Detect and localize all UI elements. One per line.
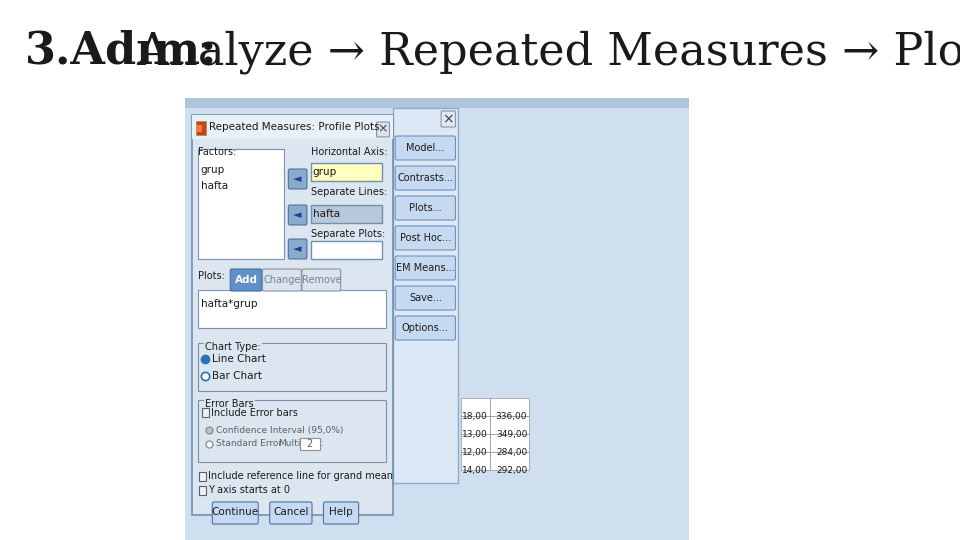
Text: Line Chart: Line Chart xyxy=(211,354,266,364)
FancyBboxPatch shape xyxy=(212,502,258,524)
Bar xyxy=(198,290,386,328)
Text: Plots:: Plots: xyxy=(198,271,225,281)
Text: hafta*grup: hafta*grup xyxy=(201,299,257,309)
Text: Error Bars: Error Bars xyxy=(205,399,253,409)
Bar xyxy=(490,416,529,434)
Text: Change: Change xyxy=(263,275,300,285)
Bar xyxy=(490,398,529,416)
Text: 284,00: 284,00 xyxy=(496,448,527,456)
Bar xyxy=(185,98,688,108)
Bar xyxy=(490,452,529,470)
FancyBboxPatch shape xyxy=(396,166,455,190)
Bar xyxy=(311,241,382,259)
FancyBboxPatch shape xyxy=(230,269,262,291)
Text: Y axis starts at 0: Y axis starts at 0 xyxy=(208,485,290,495)
Bar xyxy=(196,121,205,135)
FancyBboxPatch shape xyxy=(270,502,312,524)
Bar xyxy=(200,472,205,481)
Text: Horizontal Axis:: Horizontal Axis: xyxy=(311,147,387,157)
Bar xyxy=(300,438,320,450)
Bar xyxy=(461,452,490,470)
Text: Plots...: Plots... xyxy=(409,203,442,213)
FancyBboxPatch shape xyxy=(288,169,307,189)
Text: Help: Help xyxy=(329,507,353,517)
Text: Chart Type:: Chart Type: xyxy=(205,342,261,352)
Text: hafta: hafta xyxy=(313,209,340,219)
Text: Post Hoc...: Post Hoc... xyxy=(399,233,451,243)
Text: Cancel: Cancel xyxy=(273,507,308,517)
Bar xyxy=(393,108,458,483)
Text: 13,00: 13,00 xyxy=(462,429,488,438)
Text: Add: Add xyxy=(234,275,257,285)
Text: Options...: Options... xyxy=(402,323,448,333)
Bar xyxy=(200,486,205,495)
FancyBboxPatch shape xyxy=(324,502,359,524)
FancyBboxPatch shape xyxy=(198,400,386,462)
FancyBboxPatch shape xyxy=(396,286,455,310)
Text: Separate Lines:: Separate Lines: xyxy=(311,187,387,197)
FancyBboxPatch shape xyxy=(396,226,455,250)
Text: 14,00: 14,00 xyxy=(462,465,488,475)
Text: Include Error bars: Include Error bars xyxy=(211,408,298,418)
Text: hafta: hafta xyxy=(201,181,228,191)
Text: 2: 2 xyxy=(307,439,313,449)
Bar xyxy=(192,115,393,139)
Text: ◄: ◄ xyxy=(294,210,301,220)
FancyBboxPatch shape xyxy=(396,196,455,220)
Text: Continue: Continue xyxy=(212,507,259,517)
Bar xyxy=(203,408,208,417)
Text: ×: × xyxy=(378,123,388,136)
Bar xyxy=(197,125,202,132)
Text: 18,00: 18,00 xyxy=(462,411,488,421)
Text: Save...: Save... xyxy=(409,293,442,303)
Bar xyxy=(461,434,490,452)
Text: Multiplier:: Multiplier: xyxy=(278,440,324,449)
Text: 12,00: 12,00 xyxy=(462,448,488,456)
Text: grup: grup xyxy=(313,167,337,177)
Text: Factors:: Factors: xyxy=(198,147,236,157)
Bar xyxy=(311,205,382,223)
Text: 349,00: 349,00 xyxy=(495,429,527,438)
FancyBboxPatch shape xyxy=(302,269,341,291)
Text: Separate Plots:: Separate Plots: xyxy=(311,229,385,239)
Text: EM Means...: EM Means... xyxy=(396,263,455,273)
Text: Analyze → Repeated Measures → Plots: Analyze → Repeated Measures → Plots xyxy=(124,30,960,73)
FancyBboxPatch shape xyxy=(288,239,307,259)
FancyBboxPatch shape xyxy=(192,115,393,515)
Text: Contrasts...: Contrasts... xyxy=(397,173,453,183)
Text: ×: × xyxy=(443,112,454,126)
Bar xyxy=(461,416,490,434)
Text: Repeated Measures: Profile Plots: Repeated Measures: Profile Plots xyxy=(208,122,379,132)
Text: 336,00: 336,00 xyxy=(495,411,527,421)
Bar xyxy=(198,149,284,259)
FancyBboxPatch shape xyxy=(441,111,455,127)
Text: Include reference line for grand mean: Include reference line for grand mean xyxy=(208,471,393,481)
FancyBboxPatch shape xyxy=(396,316,455,340)
FancyBboxPatch shape xyxy=(198,343,386,391)
FancyBboxPatch shape xyxy=(396,256,455,280)
Text: ◄: ◄ xyxy=(294,244,301,254)
Bar xyxy=(490,434,529,452)
Text: Remove: Remove xyxy=(301,275,341,285)
FancyBboxPatch shape xyxy=(288,205,307,225)
Text: grup: grup xyxy=(201,165,225,175)
Text: Bar Chart: Bar Chart xyxy=(211,371,261,381)
Text: 292,00: 292,00 xyxy=(496,465,527,475)
Text: ◄: ◄ xyxy=(294,174,301,184)
Text: Model...: Model... xyxy=(406,143,444,153)
Text: Confidence Interval (95,0%): Confidence Interval (95,0%) xyxy=(216,426,344,435)
Text: Standard Error: Standard Error xyxy=(216,440,282,449)
Text: 3.Adım:: 3.Adım: xyxy=(25,30,218,73)
FancyBboxPatch shape xyxy=(396,136,455,160)
FancyBboxPatch shape xyxy=(376,122,390,137)
Bar xyxy=(185,100,688,540)
Bar xyxy=(461,398,490,416)
FancyBboxPatch shape xyxy=(262,269,301,291)
Bar xyxy=(311,163,382,181)
